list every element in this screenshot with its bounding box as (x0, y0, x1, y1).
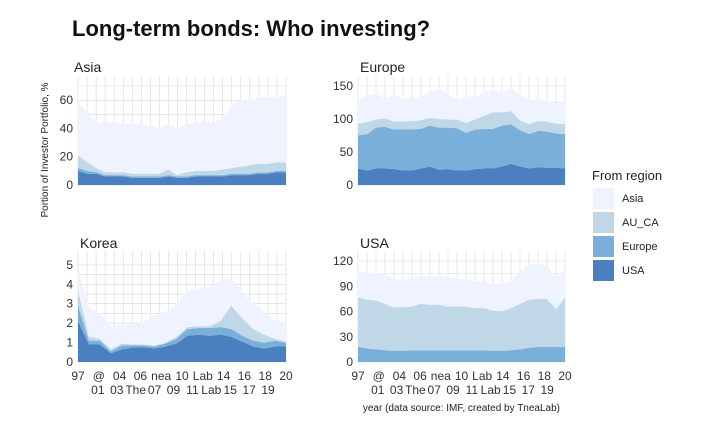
x-tick-label: nea (431, 369, 451, 383)
x-tick-label: 04 (393, 369, 407, 383)
y-tick-label: 150 (333, 79, 353, 93)
area-au-ca (78, 290, 286, 352)
x-tick-label: The (125, 383, 146, 397)
y-tick-label: 40 (60, 121, 74, 135)
y-tick-label: 0 (66, 355, 73, 369)
legend-item-label: USA (622, 265, 645, 277)
y-tick-label: 90 (340, 279, 354, 293)
y-tick-label: 0 (66, 178, 73, 192)
x-tick-label: 19 (261, 383, 275, 397)
x-tick-label: 06 (413, 369, 427, 383)
x-tick-label: nea (151, 369, 171, 383)
x-axis-label: year (data source: IMF, created by TneaL… (363, 403, 560, 414)
y-tick-label: 4 (66, 277, 73, 291)
facet-europe: 0 50 100 150 Europe (333, 59, 566, 192)
facet-label: USA (360, 235, 389, 251)
x-tick-label: 11 (186, 383, 199, 397)
x-tick-label: Lab (481, 383, 501, 397)
y-tick-label: 0 (346, 355, 353, 369)
area-usa (358, 163, 565, 185)
y-tick-label: 50 (340, 145, 354, 159)
x-tick-label: 18 (538, 369, 552, 383)
x-tick-label: @ (373, 369, 385, 383)
area-au-ca (78, 155, 286, 177)
x-tick-label: 19 (540, 383, 554, 397)
legend-item-label: AU_CA (622, 217, 659, 229)
legend-item-label: Europe (622, 241, 657, 253)
y-tick-label: 5 (66, 258, 73, 272)
legend-swatch-usa (593, 260, 614, 281)
x-tick-label: 17 (522, 383, 536, 397)
facet-label: Korea (80, 235, 118, 251)
area-usa (78, 321, 286, 362)
x-tick-label: 16 (238, 369, 252, 383)
x-tick-label: Lab (472, 369, 492, 383)
x-tick-label: 18 (259, 369, 273, 383)
legend-swatch-asia (593, 188, 614, 209)
x-tick-label: 97 (351, 369, 365, 383)
y-tick-label: 60 (340, 305, 354, 319)
facet-asia: 0 20 40 60 Asia (60, 59, 287, 192)
x-tick-label: 06 (134, 369, 148, 383)
area-asia (358, 87, 565, 125)
x-tick-label: 10 (455, 369, 469, 383)
y-tick-label: 100 (333, 112, 353, 126)
x-tick-label: Lab (193, 369, 213, 383)
x-tick-label: 97 (71, 369, 85, 383)
legend-item-label: Asia (622, 193, 644, 205)
y-tick-label: 3 (66, 297, 73, 311)
y-tick-label: 1 (66, 336, 73, 350)
x-tick-label: 14 (217, 369, 231, 383)
area-au-ca (358, 111, 565, 136)
x-tick-label: 03 (110, 383, 124, 397)
legend-swatch-au-ca (593, 212, 614, 233)
y-tick-label: 0 (346, 178, 353, 192)
x-tick-label: 16 (517, 369, 531, 383)
facet-label: Asia (74, 59, 101, 75)
x-tick-label: 07 (148, 383, 162, 397)
chart-title: Long-term bonds: Who investing? (72, 16, 430, 41)
area-europe (358, 346, 565, 362)
area-asia (78, 95, 286, 176)
x-tick-label: The (405, 383, 426, 397)
x-tick-label: 15 (224, 383, 238, 397)
legend-swatch-europe (593, 236, 614, 257)
area-au-ca (358, 297, 565, 352)
y-tick-label: 60 (60, 93, 74, 107)
x-tick-label: 15 (503, 383, 517, 397)
x-tick-label: 09 (446, 383, 460, 397)
y-tick-label: 2 (66, 316, 73, 330)
x-tick-label: 09 (167, 383, 181, 397)
y-axis-label: Portion of Investor Portfolio, % (40, 82, 51, 217)
x-tick-label: 20 (279, 369, 293, 383)
x-tick-label: 20 (558, 369, 572, 383)
x-tick-label: 01 (371, 383, 385, 397)
area-asia (78, 268, 286, 350)
legend: From region Asia AU_CA Europe USA (592, 168, 662, 281)
x-tick-label: Lab (201, 383, 221, 397)
x-tick-label: 01 (91, 383, 105, 397)
y-tick-label: 20 (60, 150, 74, 164)
x-tick-label: 04 (113, 369, 127, 383)
x-tick-label: 11 (466, 383, 479, 397)
x-tick-label: 10 (175, 369, 189, 383)
x-tick-label: 03 (390, 383, 404, 397)
x-tick-label: 17 (242, 383, 256, 397)
legend-title: From region (592, 168, 662, 183)
area-asia (358, 263, 565, 312)
x-tick-label: @ (93, 369, 105, 383)
x-tick-label: 14 (496, 369, 510, 383)
y-tick-label: 30 (340, 330, 354, 344)
area-europe (358, 124, 565, 171)
y-tick-label: 120 (333, 254, 353, 268)
x-tick-label: 07 (428, 383, 442, 397)
facet-label: Europe (360, 59, 405, 75)
